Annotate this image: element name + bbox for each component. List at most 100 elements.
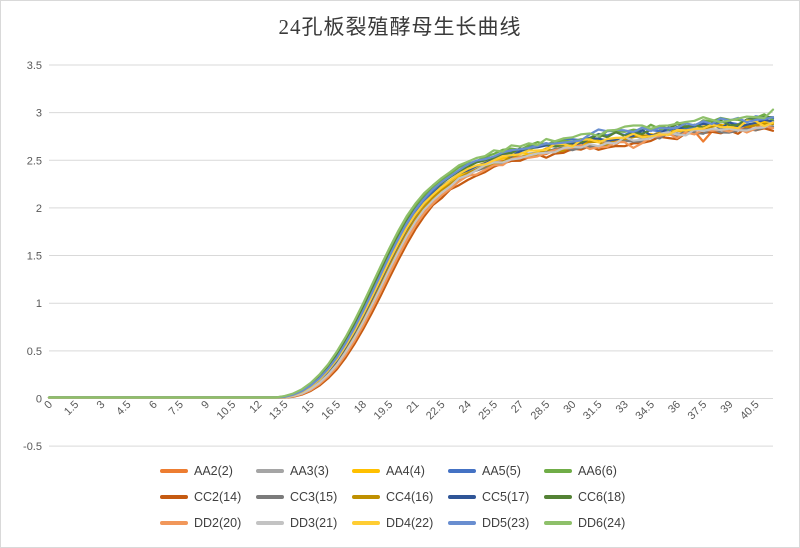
legend-swatch-line [448,495,476,499]
y-axis-label: 2.5 [27,155,42,167]
legend-row: AA2(2) AA3(3) AA4(4) AA5(5) AA6(6) [160,458,640,484]
legend-item-AA6(6)[interactable]: AA6(6) [544,464,640,478]
x-axis-label: 27 [509,399,526,416]
legend-label: AA3(3) [290,464,329,478]
legend-label: AA6(6) [578,464,617,478]
x-axis-label: 15 [300,399,317,416]
series-line-AA3(3) [47,120,775,399]
legend-label: CC3(15) [290,490,338,504]
legend: AA2(2) AA3(3) AA4(4) AA5(5) AA6(6) CC2(14) CC3… [1,458,799,536]
x-axis-label: 16.5 [319,399,343,423]
legend-item-CC4(16)[interactable]: CC4(16) [352,490,448,504]
series-line-CC2(14) [47,126,775,399]
x-axis-label: 34.5 [633,399,657,423]
legend-row: CC2(14) CC3(15) CC4(16) CC5(17) CC6(18) [160,484,640,510]
x-axis-label: 4.5 [114,399,133,418]
legend-label: DD5(23) [482,516,530,530]
y-axis-label: 3 [36,108,42,120]
legend-swatch-line [448,521,476,525]
x-axis-label: 31.5 [581,399,605,423]
x-axis-label: 10.5 [215,399,239,423]
legend-label: AA2(2) [194,464,233,478]
x-axis-label: 13.5 [267,399,291,423]
legend-label: CC4(16) [386,490,434,504]
legend-item-CC3(15)[interactable]: CC3(15) [256,490,352,504]
legend-item-AA5(5)[interactable]: AA5(5) [448,464,544,478]
legend-swatch-line [544,469,572,473]
legend-label: DD6(24) [578,516,626,530]
series-line-DD2(20) [47,124,775,399]
legend-swatch-line [544,521,572,525]
legend-label: CC6(18) [578,490,626,504]
y-axis-label: 3.5 [27,60,42,72]
series-line-CC3(15) [47,125,775,399]
x-axis-label: 19.5 [372,399,396,423]
legend-swatch-line [160,469,188,473]
y-axis-label: -0.5 [23,441,42,453]
series-line-DD4(22) [47,119,775,399]
legend-swatch-line [352,469,380,473]
series-line-AA5(5) [47,115,775,399]
legend-swatch-line [256,495,284,499]
series-line-DD5(23) [47,115,775,399]
series-line-CC6(18) [47,115,775,399]
legend-label: DD2(20) [194,516,242,530]
legend-label: DD4(22) [386,516,434,530]
legend-swatch-line [448,469,476,473]
x-axis-label: 3 [95,399,108,412]
series-line-DD6(24) [47,108,775,399]
x-axis-label: 0 [42,399,55,412]
legend-item-DD5(23)[interactable]: DD5(23) [448,516,544,530]
legend-swatch-line [256,469,284,473]
x-axis-label: 36 [666,399,683,416]
legend-label: AA4(4) [386,464,425,478]
x-axis-label: 1.5 [62,399,81,418]
series-line-CC4(16) [47,122,775,399]
legend-item-CC2(14)[interactable]: CC2(14) [160,490,256,504]
y-axis-label: 1 [36,298,42,310]
legend-label: CC2(14) [194,490,242,504]
x-axis-label: 18 [352,399,369,416]
legend-item-DD3(21)[interactable]: DD3(21) [256,516,352,530]
legend-label: CC5(17) [482,490,530,504]
legend-item-DD6(24)[interactable]: DD6(24) [544,516,640,530]
x-axis-label: 6 [147,399,160,412]
legend-item-DD2(20)[interactable]: DD2(20) [160,516,256,530]
legend-swatch-line [160,521,188,525]
series-line-AA4(4) [47,119,775,399]
legend-swatch-line [160,495,188,499]
legend-item-CC5(17)[interactable]: CC5(17) [448,490,544,504]
legend-item-CC6(18)[interactable]: CC6(18) [544,490,640,504]
x-axis-label: 37.5 [686,399,710,423]
x-axis-label: 39 [718,399,735,416]
x-axis-label: 7.5 [167,399,186,418]
legend-swatch-line [352,521,380,525]
x-axis-label: 25.5 [476,399,500,423]
legend-label: AA5(5) [482,464,521,478]
x-axis-label: 24 [457,399,474,416]
legend-swatch-line [256,521,284,525]
chart-title: 24孔板裂殖酵母生长曲线 [278,15,522,39]
x-axis-label: 21 [404,399,421,416]
series-line-DD3(21) [47,120,775,399]
y-axis-label: 1.5 [27,251,42,263]
series-line-CC5(17) [47,118,775,399]
legend-swatch-line [544,495,572,499]
legend-item-AA3(3)[interactable]: AA3(3) [256,464,352,478]
x-axis-label: 9 [199,399,212,412]
series-line-AA2(2) [47,124,775,399]
legend-label: DD3(21) [290,516,338,530]
y-axis-label: 0.5 [27,346,42,358]
x-axis-label: 28.5 [529,399,553,423]
legend-row: DD2(20) DD3(21) DD4(22) DD5(23) DD6(24) [160,510,640,536]
y-axis-label: 2 [36,203,42,215]
legend-item-AA4(4)[interactable]: AA4(4) [352,464,448,478]
x-axis-label: 40.5 [738,399,762,423]
legend-item-AA2(2)[interactable]: AA2(2) [160,464,256,478]
x-axis-label: 22.5 [424,399,448,423]
legend-item-DD4(22)[interactable]: DD4(22) [352,516,448,530]
legend-swatch-line [352,495,380,499]
x-axis-label: 12 [247,399,264,416]
x-axis-label: 33 [614,399,631,416]
